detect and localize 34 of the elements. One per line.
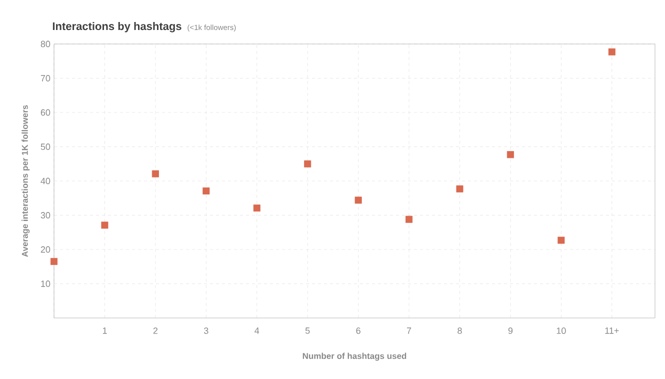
x-tick-label: 3: [204, 328, 208, 334]
chart-title: Interactions by hashtags: [52, 22, 182, 32]
y-tick-label: 30: [40, 212, 50, 218]
y-axis-title: Average interactions per 1K followers: [22, 105, 30, 257]
point: [354, 196, 362, 204]
point: [558, 236, 565, 244]
x-tick-label: 1: [102, 328, 107, 334]
x-tick-label: 4: [254, 328, 260, 334]
y-tick-label: 20: [40, 246, 50, 253]
x-tick-label: 2: [153, 328, 158, 334]
x-tick-label: 11+: [605, 328, 619, 334]
point: [50, 258, 58, 265]
point: [152, 170, 159, 178]
y-tick-label: 70: [40, 75, 50, 82]
x-tick-label: 8: [458, 328, 462, 334]
x-tick-label: 7: [406, 328, 412, 334]
x-tick-label: 5: [305, 328, 310, 334]
point: [608, 48, 616, 56]
x-tick-label: 6: [356, 328, 360, 334]
point: [202, 187, 210, 194]
x-tick-label: 10: [556, 328, 566, 334]
point: [456, 185, 464, 192]
point: [253, 204, 260, 212]
y-tick-label: 60: [40, 109, 50, 116]
point: [101, 222, 108, 229]
point: [506, 151, 514, 158]
x-axis-title: Number of hashtags used: [302, 352, 406, 361]
y-tick-label: 10: [41, 280, 50, 287]
point: [406, 216, 413, 223]
x-tick-label: 9: [508, 328, 513, 334]
y-tick-label: 50: [40, 144, 50, 150]
y-tick-label: 80: [40, 40, 50, 48]
y-tick-label: 40: [40, 178, 50, 184]
point: [304, 160, 312, 168]
